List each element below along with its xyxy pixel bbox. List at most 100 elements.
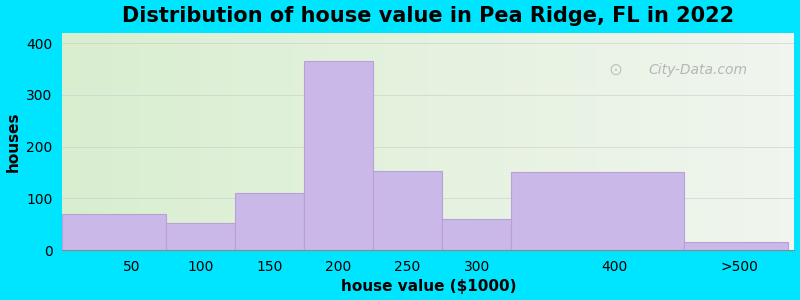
Bar [161,33,165,250]
Bar [590,33,593,250]
Bar [198,33,202,250]
Bar [523,33,527,250]
Bar [297,33,300,250]
Bar [534,33,538,250]
Bar [531,33,534,250]
Bar [662,33,666,250]
Bar [611,33,615,250]
Bar [670,33,674,250]
Bar [235,193,304,250]
Title: Distribution of house value in Pea Ridge, FL in 2022: Distribution of house value in Pea Ridge… [122,6,734,26]
X-axis label: house value ($1000): house value ($1000) [341,279,516,294]
Bar [348,33,351,250]
Bar [421,33,425,250]
Bar [362,33,366,250]
Bar [330,33,333,250]
Bar [729,33,732,250]
Bar [684,242,787,250]
Bar [395,33,399,250]
Bar [344,33,348,250]
Bar [462,33,465,250]
Bar [490,33,494,250]
Bar [246,33,249,250]
Bar [574,33,578,250]
Bar [758,33,762,250]
Bar [604,33,608,250]
Bar [666,33,670,250]
Bar [586,33,590,250]
Bar [560,33,564,250]
Bar [597,33,601,250]
Bar [341,33,344,250]
Bar [513,33,516,250]
Bar [216,33,220,250]
Bar [582,33,586,250]
Bar [622,33,626,250]
Bar [183,33,186,250]
Bar [66,33,70,250]
Bar [557,33,560,250]
Bar [443,33,446,250]
Bar [428,33,432,250]
Bar [95,33,99,250]
Bar [242,33,246,250]
Bar [736,33,739,250]
Bar [333,33,337,250]
Bar [538,33,542,250]
Bar [450,33,454,250]
Bar [634,33,637,250]
Bar [542,33,546,250]
Bar [366,33,370,250]
Bar [293,33,297,250]
Bar [516,33,520,250]
Bar [165,33,168,250]
Bar [300,33,304,250]
Bar [703,33,706,250]
Bar [769,33,773,250]
Bar [571,33,574,250]
Bar [472,33,476,250]
Bar [732,33,736,250]
Bar [209,33,212,250]
Bar [685,33,688,250]
Bar [150,33,154,250]
Bar [307,33,311,250]
Bar [432,33,436,250]
Bar [212,33,216,250]
Bar [128,33,132,250]
Bar [418,33,421,250]
Bar [399,33,402,250]
Bar [179,33,183,250]
Bar [326,33,330,250]
Bar [608,33,611,250]
Bar [168,33,172,250]
Bar [62,214,166,250]
Bar [274,33,278,250]
Bar [286,33,290,250]
Bar [439,33,443,250]
Bar [410,33,414,250]
Bar [176,33,179,250]
Bar [454,33,458,250]
Bar [70,33,73,250]
Bar [315,33,318,250]
Bar [263,33,267,250]
Bar [278,33,282,250]
Bar [553,33,557,250]
Bar [106,33,110,250]
Bar [465,33,469,250]
Bar [125,33,128,250]
Bar [99,33,102,250]
Bar [304,61,373,250]
Bar [146,33,150,250]
Bar [114,33,117,250]
Bar [754,33,758,250]
Bar [678,33,681,250]
Bar [166,223,235,250]
Bar [202,33,205,250]
Bar [750,33,754,250]
Bar [190,33,194,250]
Bar [392,33,395,250]
Bar [578,33,582,250]
Bar [370,33,374,250]
